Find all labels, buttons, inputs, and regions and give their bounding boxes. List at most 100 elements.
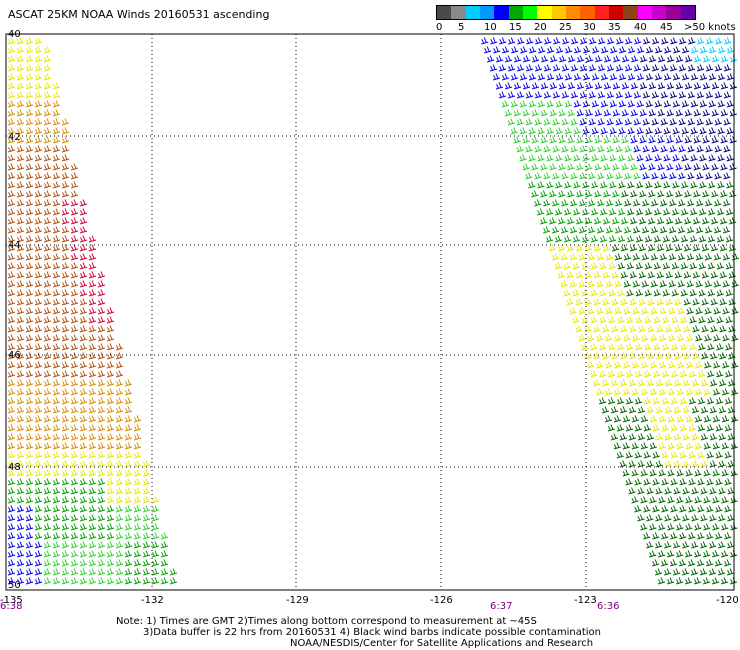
wind-barb [610,46,618,54]
wind-barb [70,577,79,585]
wind-barb [124,460,133,468]
wind-barb [588,172,596,180]
wind-barb [621,163,629,171]
wind-barb [660,64,669,72]
wind-barb [653,316,661,324]
wind-barb [61,316,70,324]
wind-barb [97,361,106,369]
wind-barb [70,307,79,315]
wind-barb [667,55,675,63]
wind-barb [646,406,655,414]
wind-barb [619,46,627,54]
wind-barb [631,469,639,477]
wind-barb [607,424,616,432]
wind-barb [693,82,702,90]
wind-barb [43,496,52,504]
wind-barb [34,415,43,423]
wind-barb [683,298,691,306]
legend-label: 25 [559,22,572,33]
wind-barb [61,334,70,342]
wind-barb [697,505,705,513]
wind-barb [686,253,695,261]
wind-barb [609,181,617,189]
wind-barb [550,55,558,63]
wind-barb [614,280,622,288]
wind-barb [618,208,626,216]
wind-barb [628,46,636,54]
wind-barb [586,55,594,63]
wind-barb [552,91,561,99]
wind-barb [115,415,124,423]
wind-barb [7,262,16,270]
note-line-1: Note: 1) Times are GMT 2)Times along bot… [116,616,537,627]
wind-barb [52,235,61,243]
wind-barb [715,532,723,540]
wind-barb [534,145,542,153]
wind-barb [641,307,649,315]
wind-barb [713,334,721,342]
wind-barbs [7,37,740,585]
wind-barb [88,415,97,423]
wind-barb [688,37,696,45]
wind-barb [16,163,25,171]
legend-swatch [537,6,552,19]
wind-barb [61,127,70,135]
lon-label: -129 [286,595,309,606]
wind-barb [674,298,682,306]
wind-barb [650,388,658,396]
wind-barb [602,271,611,279]
wind-barb [34,442,43,450]
wind-barb [725,262,734,270]
wind-barb [554,262,563,270]
wind-barb [611,244,620,252]
wind-barb [632,307,640,315]
wind-barb [655,406,664,414]
wind-barb [540,163,548,171]
wind-barb [88,487,97,495]
wind-barb [681,100,690,108]
wind-barb [124,559,133,567]
wind-barb [687,64,696,72]
wind-barb [636,181,644,189]
wind-barb [97,568,106,576]
wind-barb [16,415,25,423]
wind-barb [694,469,702,477]
wind-barb [684,163,692,171]
wind-barb [70,235,79,243]
wind-barb [662,343,670,351]
wind-barb [528,154,536,162]
wind-barb [609,154,617,162]
wind-barb [717,100,726,108]
wind-barb [34,379,43,387]
legend-label: 10 [484,22,497,33]
wind-barb [690,568,699,576]
wind-barb [667,496,675,504]
legend-swatch [479,6,495,19]
wind-barb [634,397,643,405]
wind-barb [79,343,88,351]
wind-barb [617,343,625,351]
wind-barb [70,199,79,207]
wind-barb [34,514,43,522]
wind-barb [52,163,61,171]
wind-barb [649,496,657,504]
wind-barb [555,73,564,81]
wind-barb [618,100,627,108]
wind-barb [708,154,716,162]
wind-barb [572,262,581,270]
wind-barb [729,163,737,171]
wind-barb [7,559,16,567]
wind-barb [640,469,648,477]
wind-barb [88,397,97,405]
wind-barb [646,46,654,54]
wind-barb [592,46,600,54]
wind-barb [115,397,124,405]
wind-barb [590,262,599,270]
wind-barb [682,541,690,549]
wind-speed-legend: 0 5 10 15 20 25 30 35 40 45 >50 knots [436,5,736,34]
wind-barb [619,406,628,414]
wind-barb [79,262,88,270]
wind-barb [25,163,34,171]
wind-barb [534,64,543,72]
wind-barb [564,73,573,81]
